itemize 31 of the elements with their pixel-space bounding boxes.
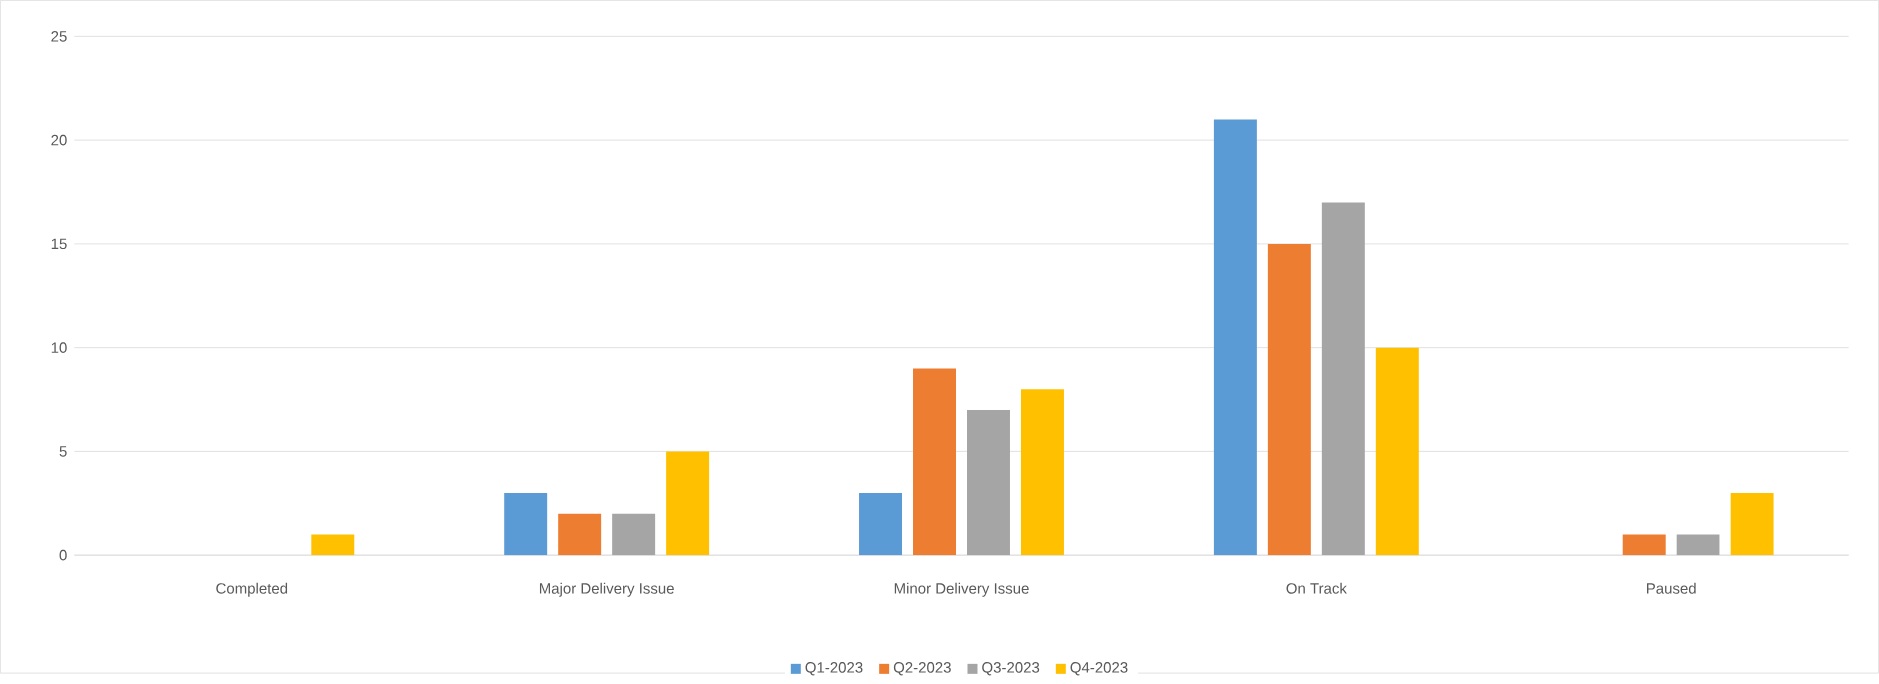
bar [1622,534,1666,556]
bar [558,513,602,556]
bar [666,451,710,556]
bar [311,534,355,556]
legend-label: Q2-2023 [893,662,951,676]
y-tick-label: 25 [51,31,67,42]
legend-label: Q3-2023 [982,662,1040,676]
y-tick-label: 20 [51,135,67,146]
bar [967,410,1010,556]
bar [1375,347,1419,556]
y-tick-label: 5 [59,446,67,457]
y-tick-label: 15 [51,238,67,250]
bar [504,493,548,556]
x-tick-label: Completed [216,582,288,597]
bar [612,513,656,556]
bar [913,368,956,556]
bar [1730,493,1774,556]
x-tick-label: Minor Delivery Issue [894,582,1029,597]
bar [1267,244,1311,556]
y-tick-label: 0 [59,550,67,561]
bar [1213,119,1257,556]
bar [859,493,903,556]
bar [1020,389,1064,556]
x-tick-label: Major Delivery Issue [539,582,674,597]
x-tick-label: On Track [1286,582,1347,594]
legend-label: Q4-2023 [1070,662,1128,676]
legend-label: Q1-2023 [805,662,863,676]
x-tick-label: Paused [1646,582,1696,594]
y-tick-label: 10 [51,342,67,354]
bar [1321,202,1365,556]
bar [1676,534,1720,556]
